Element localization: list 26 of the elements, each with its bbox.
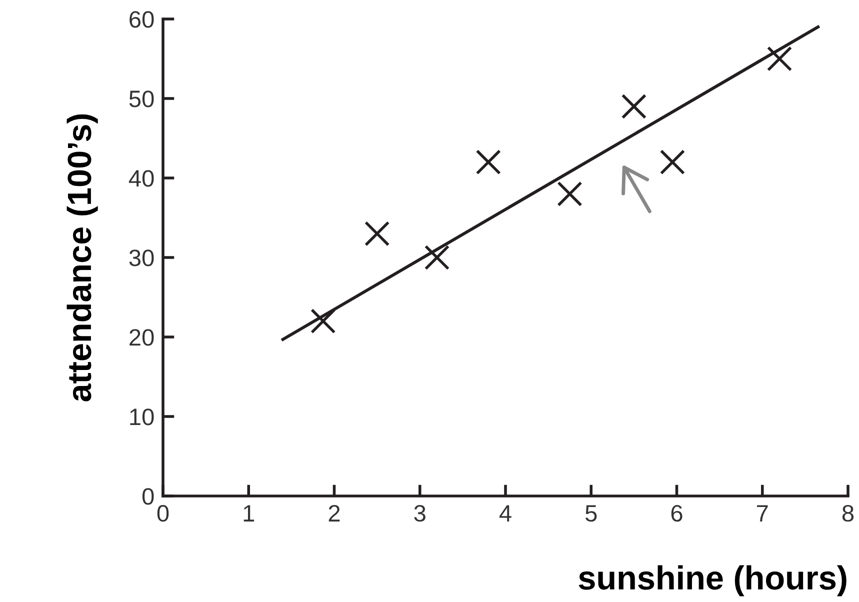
point bbox=[310, 308, 336, 334]
y-tick-label: 20 bbox=[130, 329, 154, 346]
x-tick-label: 6 bbox=[671, 504, 682, 522]
y-axis-title: attendance (100’s) bbox=[66, 114, 98, 402]
point bbox=[424, 244, 450, 270]
y-tick-label: 40 bbox=[128, 170, 154, 187]
point bbox=[476, 150, 501, 175]
point bbox=[621, 94, 647, 120]
point bbox=[557, 181, 582, 206]
x-tick-label: 5 bbox=[586, 505, 597, 522]
y-tick-label: 10 bbox=[130, 408, 154, 426]
x-tick-label: 4 bbox=[499, 505, 512, 522]
x-tick-label: 8 bbox=[842, 504, 854, 522]
point bbox=[660, 150, 686, 175]
y-tick-label: 60 bbox=[130, 11, 154, 28]
point bbox=[766, 46, 792, 72]
x-tick-label: 7 bbox=[757, 505, 768, 522]
point bbox=[364, 221, 390, 246]
x-tick-label: 1 bbox=[244, 505, 254, 522]
x-tick-label: 2 bbox=[328, 504, 340, 522]
y-tick-label: 0 bbox=[142, 488, 154, 505]
y-tick-label: 30 bbox=[129, 250, 154, 266]
y-tick-label: 50 bbox=[129, 90, 154, 108]
x-tick-label: 0 bbox=[157, 504, 169, 522]
x-axis-title: sunshine (hours) bbox=[578, 565, 846, 596]
x-tick-label: 3 bbox=[414, 504, 426, 522]
